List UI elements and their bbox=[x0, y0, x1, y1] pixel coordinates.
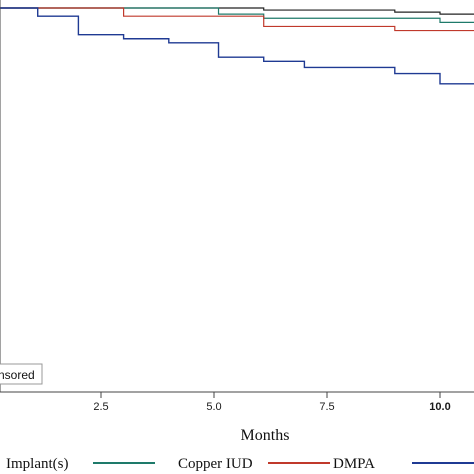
legend: Implant(s) Copper IUD DMPA bbox=[6, 456, 474, 472]
x-axis-label: Months bbox=[241, 427, 290, 444]
x-tick-label: 2.5 bbox=[93, 401, 108, 413]
series-line-1 bbox=[0, 7, 474, 15]
series-line-4 bbox=[0, 7, 474, 85]
x-axis: 2.5 5.0 7.5 10.0 Months bbox=[0, 0, 474, 444]
legend-item-label: Copper IUD bbox=[178, 456, 253, 472]
plot-area bbox=[0, 7, 474, 85]
legend-item-label: DMPA bbox=[333, 456, 375, 472]
censored-legend-box bbox=[0, 363, 43, 385]
x-tick-label: 10.0 bbox=[429, 401, 450, 413]
censored-legend: nsored bbox=[0, 363, 43, 385]
x-ticks: 2.5 5.0 7.5 10.0 bbox=[93, 392, 451, 413]
censored-legend-label: nsored bbox=[0, 368, 35, 382]
x-tick-label: 5.0 bbox=[206, 401, 221, 413]
legend-item-label: Implant(s) bbox=[6, 456, 68, 472]
series-line-3 bbox=[0, 7, 474, 32]
x-tick-label: 7.5 bbox=[319, 401, 334, 413]
series-layer bbox=[0, 7, 474, 85]
